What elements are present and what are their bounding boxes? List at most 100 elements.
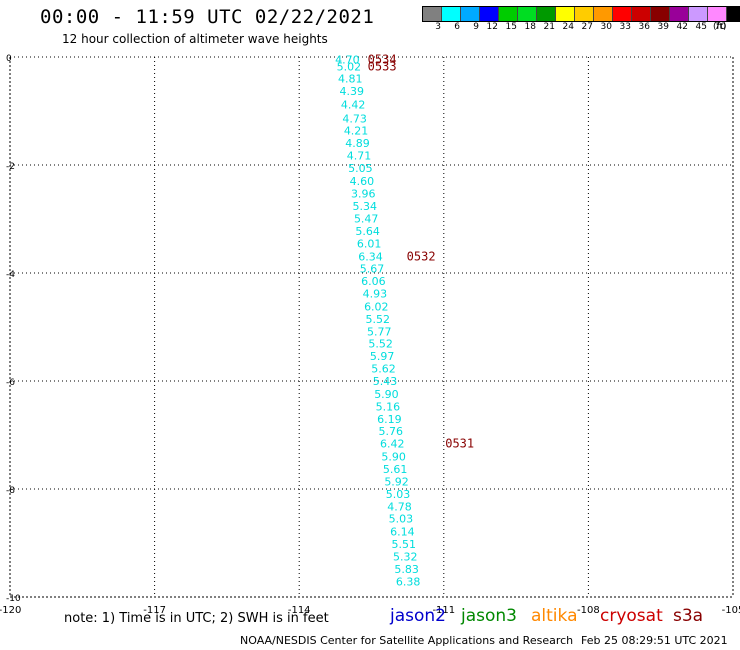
colorbar-swatch [594, 7, 613, 21]
colorbar-label: 36 [638, 22, 650, 32]
colorbar-swatch [461, 7, 480, 21]
plot-frame [9, 56, 734, 598]
swh-point: 5.61 [383, 463, 408, 476]
time-label: 0534 [368, 53, 397, 67]
x-tick-label: -114 [288, 605, 311, 616]
colorbar-swatch [575, 7, 594, 21]
colorbar-swatch [537, 7, 556, 21]
y-tick-label: -6 [6, 378, 15, 388]
colorbar-label: 15 [505, 22, 517, 32]
plot-axes [9, 56, 734, 598]
y-tick-label: -2 [6, 162, 15, 172]
swh-point: 5.05 [348, 162, 373, 175]
swh-point: 5.03 [389, 513, 414, 526]
swh-point: 5.52 [368, 338, 393, 351]
note-text: note: 1) Time is in UTC; 2) SWH is in fe… [64, 611, 329, 626]
colorbar-label: 45 [695, 22, 707, 32]
swh-point: 6.14 [390, 526, 415, 539]
swh-point: 5.52 [366, 313, 391, 326]
colorbar-swatch [670, 7, 689, 21]
swh-point: 4.71 [347, 149, 372, 162]
colorbar-label: 24 [562, 22, 574, 32]
colorbar-label: 12 [486, 22, 498, 32]
swh-point: 6.01 [357, 237, 382, 250]
colorbar-swatch [499, 7, 518, 21]
colorbar-swatch [689, 7, 708, 21]
swh-point: 5.43 [373, 375, 398, 388]
swh-point: 4.89 [345, 137, 370, 150]
legend-s3a: s3a [673, 606, 704, 626]
colorbar-label: 30 [600, 22, 612, 32]
page-title: 00:00 - 11:59 UTC 02/22/2021 [40, 6, 375, 28]
colorbar-label: 18 [524, 22, 536, 32]
x-tick-label: -117 [143, 605, 166, 616]
swh-point: 6.19 [377, 413, 402, 426]
swh-point: 5.67 [360, 263, 385, 276]
time-label: 0533 [368, 60, 397, 74]
colorbar-swatch [480, 7, 499, 21]
swh-point: 5.34 [353, 200, 378, 213]
y-tick-label: -4 [6, 270, 15, 280]
swh-point: 6.06 [361, 275, 386, 288]
swh-point: 3.96 [351, 188, 376, 201]
colorbar-swatch [556, 7, 575, 21]
swh-point: 4.42 [341, 99, 366, 112]
time-label: 0531 [445, 437, 474, 451]
x-tick-label: -105 [722, 605, 740, 616]
colorbar-unit: (ft) [713, 22, 727, 32]
colorbar-swatch [518, 7, 537, 21]
y-tick-label: -10 [6, 594, 21, 604]
swh-point: 5.16 [376, 400, 401, 413]
colorbar-swatch [613, 7, 632, 21]
swh-point: 5.90 [381, 451, 406, 464]
swh-point: 4.78 [387, 500, 412, 513]
footer-credit: NOAA/NESDIS Center for Satellite Applica… [240, 634, 574, 647]
colorbar-label: 3 [435, 22, 441, 32]
swh-point: 5.64 [355, 225, 380, 238]
swh-point: 5.51 [392, 538, 417, 551]
swh-colorbar [422, 6, 740, 22]
footer-timestamp: Feb 25 08:29:51 UTC 2021 [581, 634, 728, 647]
swh-point: 5.77 [367, 325, 392, 338]
colorbar-swatch [651, 7, 670, 21]
swh-point: 4.70 [335, 54, 360, 67]
swh-point: 4.93 [363, 288, 388, 301]
swh-point: 6.38 [396, 575, 421, 588]
x-tick-label: -108 [577, 605, 600, 616]
swh-point: 5.03 [386, 488, 411, 501]
swh-point: 4.60 [350, 175, 375, 188]
swh-point: 5.32 [393, 551, 418, 564]
colorbar-label: 42 [676, 22, 688, 32]
swh-point: 4.81 [338, 73, 363, 86]
y-tick-label: -8 [6, 486, 15, 496]
colorbar-label: 70 [714, 22, 726, 32]
swh-point: 4.39 [339, 85, 364, 98]
legend-cryosat: cryosat [600, 606, 663, 626]
swh-point: 6.02 [364, 300, 389, 313]
colorbar-labels: 3 6 9 12 15 18 21 24 27 30 33 36 39 42 45 70 [422, 22, 726, 32]
colorbar-label: 9 [473, 22, 479, 32]
colorbar-swatch [708, 7, 727, 21]
colorbar-swatch [442, 7, 461, 21]
colorbar-swatch [423, 7, 442, 21]
swh-point: 5.90 [374, 388, 399, 401]
colorbar-label: 33 [619, 22, 631, 32]
swh-point: 5.02 [337, 61, 362, 74]
colorbar-swatch [727, 7, 740, 21]
legend-altika: altika [531, 606, 578, 626]
swh-point: 5.47 [354, 212, 379, 225]
time-label: 0532 [407, 249, 436, 263]
swh-data-points: 4.705.024.814.394.424.734.214.894.715.05… [335, 54, 420, 589]
swh-point: 4.21 [344, 124, 369, 137]
swh-point: 5.92 [384, 475, 409, 488]
x-tick-label: -120 [0, 605, 21, 616]
colorbar-label: 21 [543, 22, 555, 32]
page-subtitle: 12 hour collection of altimeter wave hei… [62, 32, 328, 46]
swh-point: 6.34 [358, 250, 383, 263]
colorbar-swatch [632, 7, 651, 21]
swh-point: 5.97 [370, 350, 395, 363]
x-tick-label: -111 [432, 605, 455, 616]
colorbar-label: 39 [657, 22, 669, 32]
